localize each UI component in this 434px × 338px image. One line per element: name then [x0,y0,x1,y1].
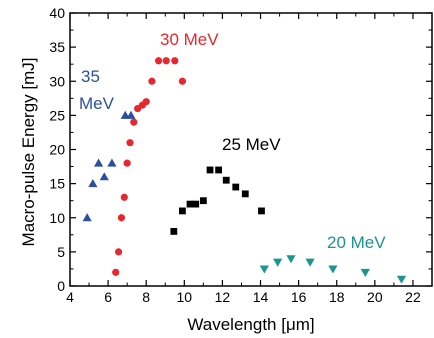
point-25-mev [241,190,249,198]
point-30-mev [154,57,163,65]
point-30-mev [117,214,126,222]
y-tick-label: 35 [49,39,65,55]
x-tick-label: 22 [405,289,421,305]
annotation-35: 35 [81,67,100,86]
y-tick-label: 30 [49,73,65,89]
point-35-mev [88,179,98,188]
point-30-mev [178,77,187,85]
y-tick-label: 15 [49,176,65,192]
x-tick-label: 18 [329,289,345,305]
x-tick-label: 10 [177,289,193,305]
y-tick-label: 40 [49,5,65,21]
point-30-mev [148,77,156,85]
point-30-mev [112,268,120,276]
point-30-mev [114,248,123,256]
point-30-mev [123,159,131,167]
point-35-mev [107,158,117,167]
point-30-mev [126,139,134,147]
y-tick-label: 20 [49,142,65,158]
x-axis-title: Wavelength [μm] [187,315,314,334]
point-25-mev [192,200,200,208]
point-20-mev [259,265,269,274]
y-tick-label: 25 [49,107,65,123]
y-axis-title: Macro-pulse Energy [mJ] [19,58,38,247]
data-points [82,57,407,284]
point-20-mev [360,268,370,277]
x-tick-label: 16 [291,289,307,305]
x-tick-label: 4 [66,289,74,305]
point-25-mev [170,228,178,235]
point-35-mev [82,213,92,222]
point-35-mev [126,110,136,119]
point-20-mev [305,258,315,267]
x-tick-label: 20 [367,289,383,305]
annotation-25mev: 25 MeV [222,135,281,154]
y-tick-label: 0 [57,278,65,294]
point-25-mev [232,183,240,191]
y-tick-label: 10 [49,210,65,226]
x-tick-label: 8 [142,289,150,305]
annotation-30mev: 30 MeV [160,30,219,49]
point-25-mev [222,176,230,184]
point-30-mev [130,118,138,126]
x-tick-label: 14 [253,289,269,305]
point-25-mev [206,166,214,174]
point-30-mev [171,57,179,65]
point-20-mev [396,275,407,284]
annotation-35-mev: MeV [79,94,115,113]
point-20-mev [273,258,283,267]
point-35-mev [99,172,109,181]
point-30-mev [120,193,128,201]
annotation-20mev: 20 MeV [327,233,386,252]
axis-ticks: 4 6 8 10 12 14 16 18 20 22 0 5 10 15 20 25 30 35 40 [49,5,432,305]
point-20-mev [328,265,338,274]
point-20-mev [286,255,296,264]
y-tick-label: 5 [57,244,65,260]
point-25-mev [258,207,265,215]
point-25-mev [215,166,223,174]
x-tick-label: 12 [215,289,231,305]
point-25-mev [186,200,194,208]
point-30-mev [162,57,170,65]
x-tick-label: 6 [104,289,112,305]
point-35-mev [93,158,104,167]
point-30-mev [142,98,150,106]
point-25-mev [199,197,207,205]
point-25-mev [179,207,186,215]
